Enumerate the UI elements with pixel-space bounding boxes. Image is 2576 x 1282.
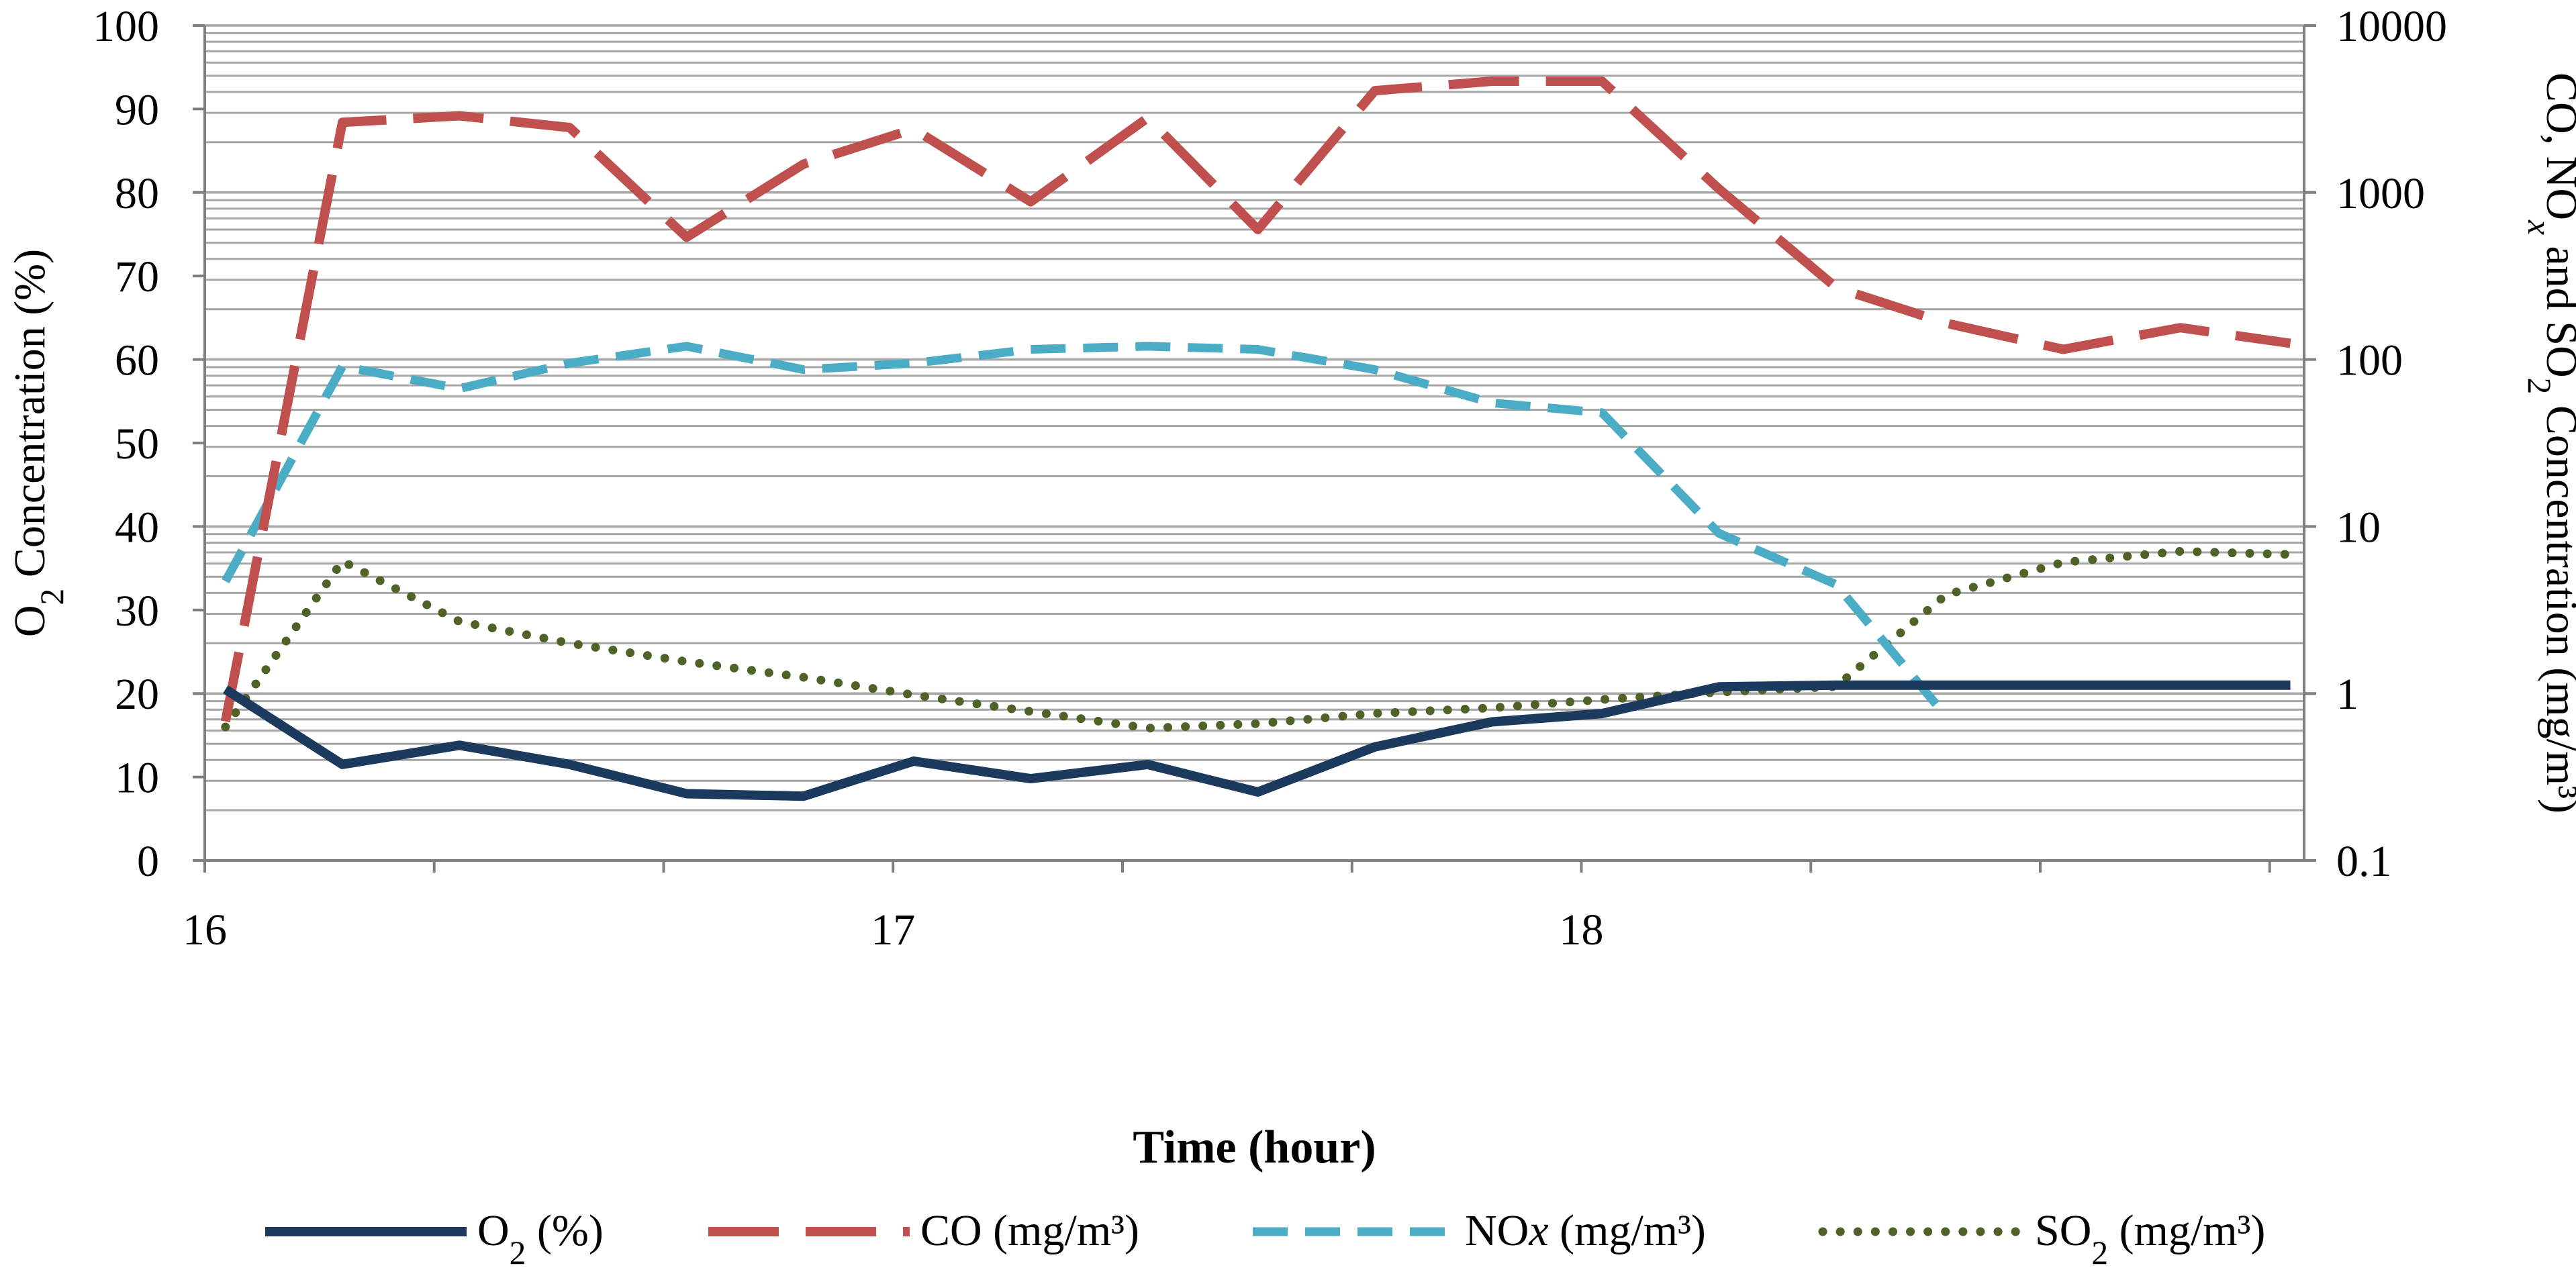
left-axis-ticks: 0 10 20 30 40 50 60 70 80 90 100: [93, 2, 205, 886]
legend-label-3: SO2 (mg/m³): [2035, 1206, 2265, 1271]
legend-label-1: CO (mg/m³): [920, 1206, 1139, 1255]
left-tick-label: 0: [137, 837, 159, 886]
x-axis-ticks: 16 17 18: [183, 860, 2271, 954]
series-lines: [220, 77, 2295, 801]
left-axis-title: O2 Concentration (%): [5, 249, 70, 637]
legend: O2 (%) CO (mg/m³) NOx (mg/m³) SO2 (mg/m³): [265, 1206, 2265, 1271]
left-tick-label: 10: [115, 754, 159, 803]
left-tick-label: 90: [115, 85, 159, 134]
left-tick-label: 40: [115, 503, 159, 552]
series-line-1: [220, 77, 2291, 723]
x-tick-label: 17: [871, 905, 915, 954]
right-axis-ticks: 0.1 1 10 100 1000 10000: [2304, 2, 2447, 886]
right-tick-label: 100: [2336, 336, 2403, 385]
left-tick-label: 100: [93, 2, 159, 51]
series-line-2: [222, 342, 1950, 720]
right-tick-label: 10000: [2336, 2, 2447, 51]
left-tick-label: 80: [115, 169, 159, 218]
series-line-0: [223, 680, 2291, 801]
x-tick-label: 16: [183, 905, 227, 954]
right-tick-label: 1: [2336, 670, 2358, 719]
left-tick-label: 50: [115, 420, 159, 469]
x-tick-label: 18: [1559, 905, 1603, 954]
left-tick-label: 20: [115, 670, 159, 719]
x-axis-title: Time (hour): [1133, 1122, 1376, 1173]
right-axis-title: CO, NOx and SO2 Concentration (mg/m³): [2522, 72, 2576, 813]
left-tick-label: 70: [115, 252, 159, 301]
right-tick-label: 0.1: [2336, 837, 2392, 886]
left-tick-label: 60: [115, 336, 159, 385]
legend-label-2: NOx (mg/m³): [1465, 1206, 1706, 1255]
left-tick-label: 30: [115, 587, 159, 636]
legend-label-0: O2 (%): [477, 1206, 604, 1271]
series-line-3: [221, 546, 2295, 733]
right-tick-label: 1000: [2336, 169, 2425, 218]
right-tick-label: 10: [2336, 503, 2381, 552]
